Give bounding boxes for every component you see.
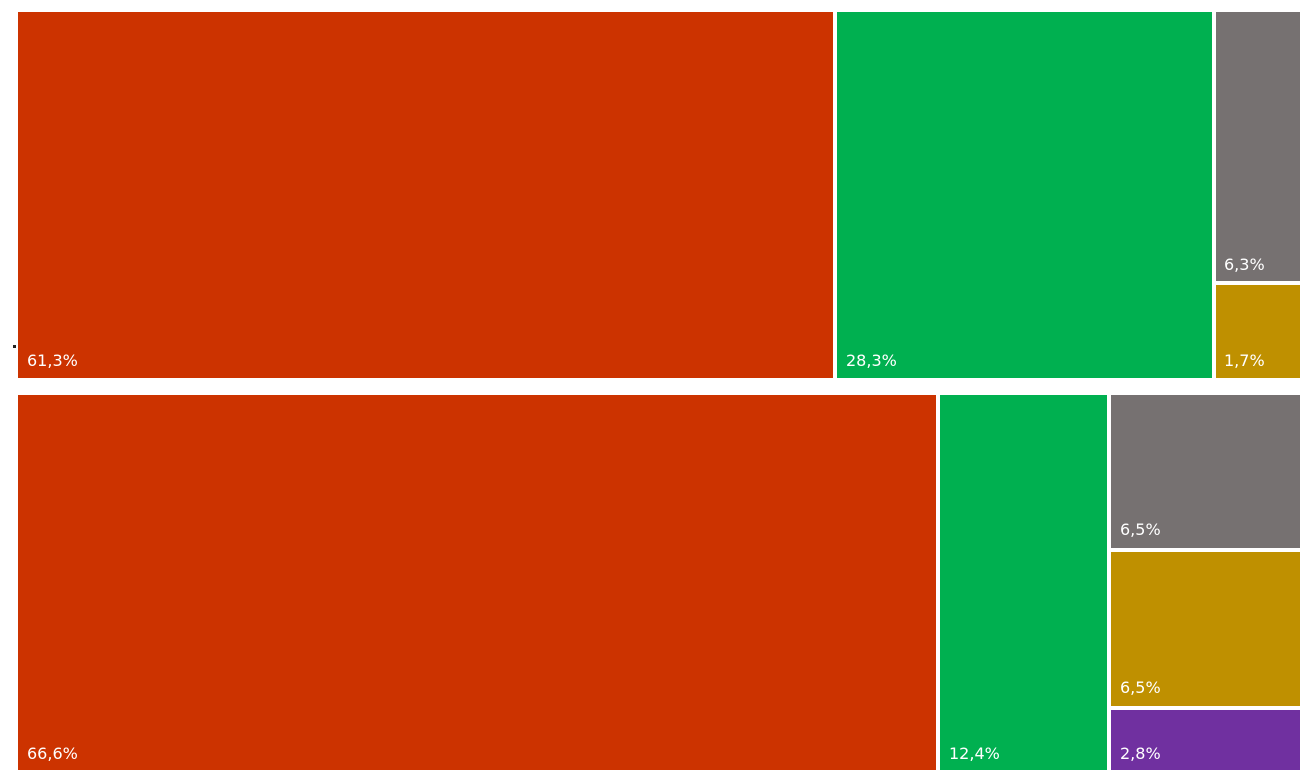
tile-top-2-label: 6,3% [1224, 255, 1265, 274]
tile-bottom-3-rect [1111, 552, 1300, 706]
tile-bottom-3-label: 6,5% [1120, 678, 1161, 697]
treemap-bottom: 66,6% 12,4% 6,5% 6,5% 2,8% [18, 395, 1300, 770]
tile-top-3-label: 1,7% [1224, 351, 1265, 370]
tile-bottom-0-rect [18, 395, 936, 770]
tile-bottom-0: 66,6% [18, 395, 936, 770]
tile-bottom-1-rect [940, 395, 1107, 770]
tile-top-0: 61,3% [18, 12, 833, 378]
tile-top-0-label: 61,3% [27, 351, 78, 370]
tile-bottom-1: 12,4% [940, 395, 1107, 770]
tile-bottom-3: 6,5% [1111, 552, 1300, 706]
tile-top-3-rect [1216, 285, 1300, 378]
tile-top-1: 28,3% [837, 12, 1212, 378]
tile-bottom-0-label: 66,6% [27, 744, 78, 763]
treemap-top: 61,3% 28,3% 6,3% 1,7% [18, 12, 1300, 378]
tile-bottom-4-label: 2,8% [1120, 744, 1161, 763]
tile-top-2-rect [1216, 12, 1300, 281]
tile-top-1-label: 28,3% [846, 351, 897, 370]
tile-bottom-2-rect [1111, 395, 1300, 548]
tile-top-1-rect [837, 12, 1212, 378]
tile-top-0-rect [18, 12, 833, 378]
tile-top-3: 1,7% [1216, 285, 1300, 378]
tile-bottom-2-label: 6,5% [1120, 520, 1161, 539]
left-edge-tick [13, 345, 16, 348]
tile-bottom-2: 6,5% [1111, 395, 1300, 548]
tile-bottom-4: 2,8% [1111, 710, 1300, 770]
tile-bottom-1-label: 12,4% [949, 744, 1000, 763]
tile-bottom-4-rect [1111, 710, 1300, 770]
tile-top-2: 6,3% [1216, 12, 1300, 281]
